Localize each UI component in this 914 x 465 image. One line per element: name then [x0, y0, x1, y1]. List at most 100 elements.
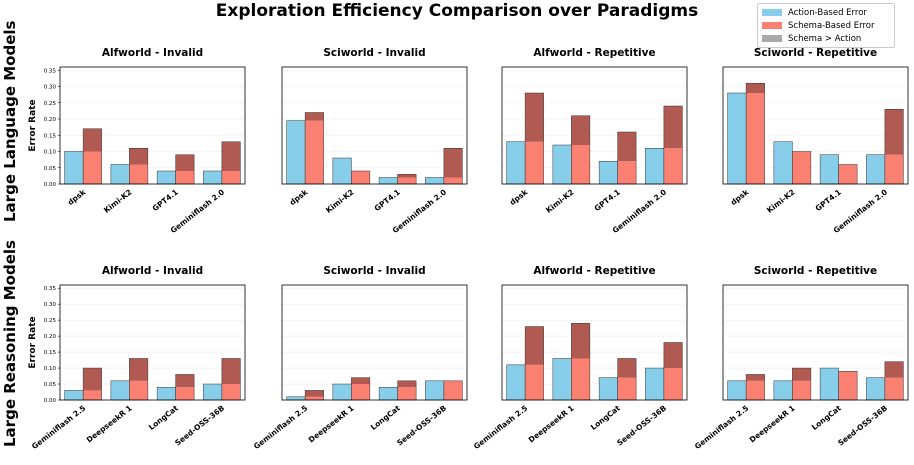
category-label: GPT4.1	[593, 187, 622, 213]
category-label: Geminiflash 2.5	[30, 403, 87, 451]
bar-schema	[305, 396, 324, 400]
bar-action	[727, 92, 747, 185]
legend-label-excess: Schema > Action	[788, 33, 862, 44]
bar-schema-excess	[525, 93, 544, 142]
bar-schema	[397, 387, 417, 400]
y-tick-label: 0.25	[44, 101, 57, 107]
bar-action	[819, 367, 839, 401]
category-label: Kimi-K2	[544, 187, 575, 214]
bar-schema-excess	[221, 358, 241, 385]
bar-action	[773, 380, 793, 401]
bar-schema-excess	[571, 115, 590, 145]
bar-schema	[792, 380, 811, 400]
chart-panel-5: Sciworld - Invalid Geminiflash 2.5Deepsee…	[252, 265, 468, 451]
y-tick-label: 0.05	[44, 382, 57, 388]
category-label: Kimi-K2	[765, 187, 796, 214]
y-tick-label: 0.15	[44, 350, 57, 356]
axes-frame	[501, 284, 688, 401]
bar-action	[598, 377, 618, 401]
bar-action	[64, 151, 84, 185]
bar-schema-excess	[525, 326, 544, 365]
bar-schema-excess	[792, 368, 811, 381]
bar-schema-excess	[617, 358, 637, 378]
category-label: GPT4.1	[151, 187, 180, 213]
bar-action	[286, 396, 306, 401]
bar-schema	[83, 151, 102, 184]
axes-frame	[722, 66, 909, 185]
y-tick-label: 0.05	[44, 166, 57, 172]
bar-schema	[443, 380, 463, 400]
y-axis-label: Error Rate	[28, 99, 38, 151]
bar-schema	[663, 148, 683, 184]
bar-schema	[305, 120, 324, 184]
bar-action	[506, 141, 526, 185]
bar-schema	[884, 377, 904, 400]
y-tick-label: 0.25	[44, 318, 57, 324]
category-label: Kimi-K2	[102, 187, 133, 214]
category-label: dpsk	[729, 187, 751, 207]
panel-title: Alfworld - Repetitive	[533, 47, 655, 59]
bar-schema-excess	[129, 148, 148, 165]
bar-schema-excess	[397, 174, 417, 178]
axes-frame	[281, 66, 468, 185]
y-tick-label: 0.30	[44, 85, 57, 91]
bar-schema-excess	[175, 374, 195, 388]
bar-action	[645, 148, 665, 185]
panel-title: Sciworld - Invalid	[323, 265, 425, 277]
bar-action	[425, 380, 445, 401]
figure-title: Exploration Efficiency Comparison over P…	[215, 1, 699, 21]
bar-schema-excess	[305, 390, 324, 397]
category-label: Seed-OSS-36B	[615, 403, 668, 447]
category-label: Geminiflash 2.5	[252, 403, 309, 451]
bar-action	[332, 157, 352, 185]
bar-schema-excess	[175, 154, 195, 171]
category-label: LongCat	[369, 403, 402, 432]
bar-action	[506, 364, 526, 401]
bar-schema-excess	[83, 368, 102, 391]
bar-action	[552, 144, 572, 185]
bar-schema-excess	[129, 358, 148, 381]
category-label: dpsk	[288, 187, 310, 207]
axes-frame	[501, 66, 688, 185]
bar-schema	[838, 371, 858, 400]
panel-title: Sciworld - Invalid	[323, 47, 425, 59]
bar-schema-excess	[83, 128, 102, 152]
bar-action	[332, 383, 352, 401]
y-tick-label: 0.00	[44, 182, 57, 188]
bar-schema	[351, 171, 370, 184]
category-label: Geminiflash 2.5	[693, 403, 750, 451]
legend-swatch-excess	[762, 35, 782, 42]
legend-swatch-action	[762, 9, 782, 16]
axes-frame	[59, 66, 246, 185]
category-label: DeepseekR 1	[85, 403, 134, 444]
category-label: Seed-OSS-36B	[173, 403, 226, 447]
bar-schema	[175, 387, 195, 400]
panel-title: Sciworld - Repetitive	[754, 265, 877, 277]
category-label: Kimi-K2	[324, 187, 355, 214]
y-axis-label: Error Rate	[28, 316, 38, 368]
category-label: dpsk	[66, 187, 88, 207]
chart-panel-7: Sciworld - Repetitive Geminiflash 2.5Deep…	[693, 265, 909, 451]
bar-schema-excess	[746, 374, 765, 381]
category-label: DeepseekR 1	[748, 403, 797, 444]
bar-action	[819, 154, 839, 185]
bar-schema	[838, 164, 858, 184]
bar-action	[552, 358, 572, 401]
bar-schema	[792, 151, 811, 184]
bar-schema	[746, 93, 765, 184]
chart-panel-0: Alfworld - Invalid 0.00 0.05 0.10 0.15 0.20 0.…	[28, 47, 246, 235]
bar-action	[645, 367, 665, 401]
bar-schema	[221, 384, 241, 400]
bar-schema-excess	[305, 112, 324, 121]
bar-action	[727, 380, 747, 401]
bar-schema-excess	[663, 106, 683, 149]
bar-action	[598, 161, 618, 185]
bar-action	[156, 386, 176, 401]
category-label: Seed-OSS-36B	[395, 403, 448, 447]
bar-schema-excess	[884, 109, 904, 155]
y-tick-label: 0.30	[44, 302, 57, 308]
